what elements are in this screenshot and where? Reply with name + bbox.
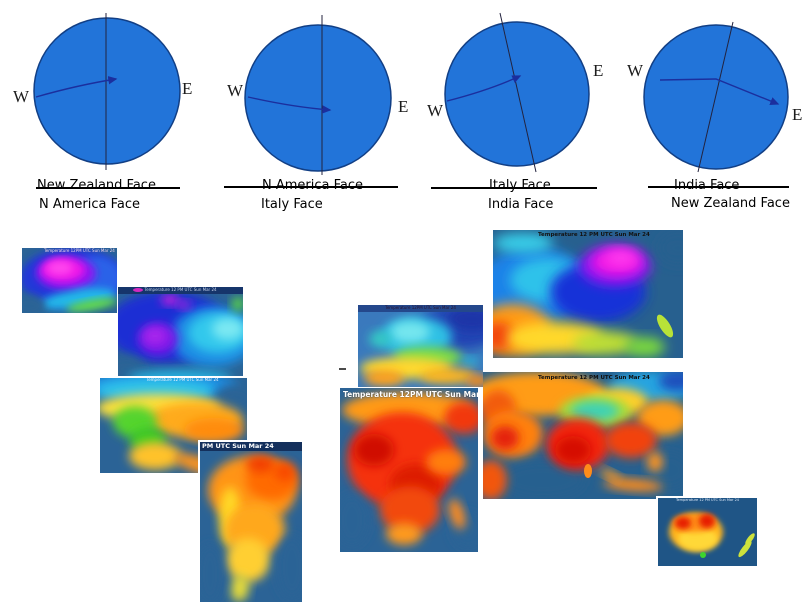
- globe4-crossed-caption: India Face: [674, 178, 740, 193]
- globe3-east-label: E: [593, 61, 604, 80]
- globe1-crossed-caption: New Zealand Face: [37, 178, 156, 193]
- globe3-caption: India Face: [488, 197, 554, 212]
- globe2-west-label: W: [227, 81, 244, 100]
- map-tile-us-mexico-title: Temperature 12 PM UTC Sun Mar 24: [146, 377, 219, 382]
- globe1-east-label: E: [182, 79, 193, 98]
- globe1-caption: N America Face: [39, 197, 141, 212]
- globe3-west-label: W: [427, 101, 444, 120]
- globe1-strikethrough-line: [36, 187, 180, 189]
- globe3-crossed-caption: Italy Face: [489, 178, 551, 193]
- map-tile-alaska: Temperature 12PM UTC Sun Mar 24: [22, 248, 117, 313]
- globe4-west-label: W: [627, 61, 644, 80]
- globe4-strikethrough-line: [648, 186, 789, 188]
- map-tile-europe: Temperature 12PM UTC Sun Mar 24: [358, 305, 483, 387]
- globe3-strikethrough-line: [431, 187, 597, 189]
- globe2-caption: Italy Face: [261, 197, 323, 212]
- map-tile-asia: Temperature 12 PM UTC Sun Mar 24: [493, 230, 683, 358]
- map-tile-alaska-title: Temperature 12PM UTC Sun Mar 24: [44, 248, 115, 253]
- globe2-strikethrough-line: [224, 186, 398, 188]
- map-tile-africa-title: Temperature 12PM UTC Sun Mar 24: [343, 390, 478, 399]
- globe1-west-label: W: [13, 87, 30, 106]
- globe2-east-label: E: [398, 97, 409, 116]
- stray-mark: [339, 368, 346, 370]
- map-tile-south-asia-title: Temperature 12 PM UTC Sun Mar 24: [538, 375, 650, 381]
- map-tile-south-asia: Temperature 12 PM UTC Sun Mar 24: [483, 372, 683, 499]
- globe4-caption: New Zealand Face: [671, 196, 790, 211]
- map-tile-canada-title: Temperature 12 PM UTC Sun Mar 24: [144, 287, 217, 292]
- map-tile-australia: Temperature 12 PM UTC Sun Mar 24: [656, 496, 759, 568]
- globe2-crossed-caption: N America Face: [262, 178, 364, 193]
- map-tile-africa: Temperature 12PM UTC Sun Mar 24: [340, 388, 478, 552]
- map-tile-south-america-title: PM UTC Sun Mar 24: [202, 442, 274, 450]
- map-tile-australia-title: Temperature 12 PM UTC Sun Mar 24: [675, 498, 740, 502]
- map-tile-europe-title: Temperature 12PM UTC Sun Mar 24: [385, 305, 456, 310]
- map-tile-canada: Temperature 12 PM UTC Sun Mar 24: [118, 287, 243, 382]
- globe4-east-label: E: [792, 105, 803, 124]
- map-tile-asia-title: Temperature 12 PM UTC Sun Mar 24: [538, 232, 650, 238]
- map-tile-south-america: PM UTC Sun Mar 24: [198, 440, 304, 604]
